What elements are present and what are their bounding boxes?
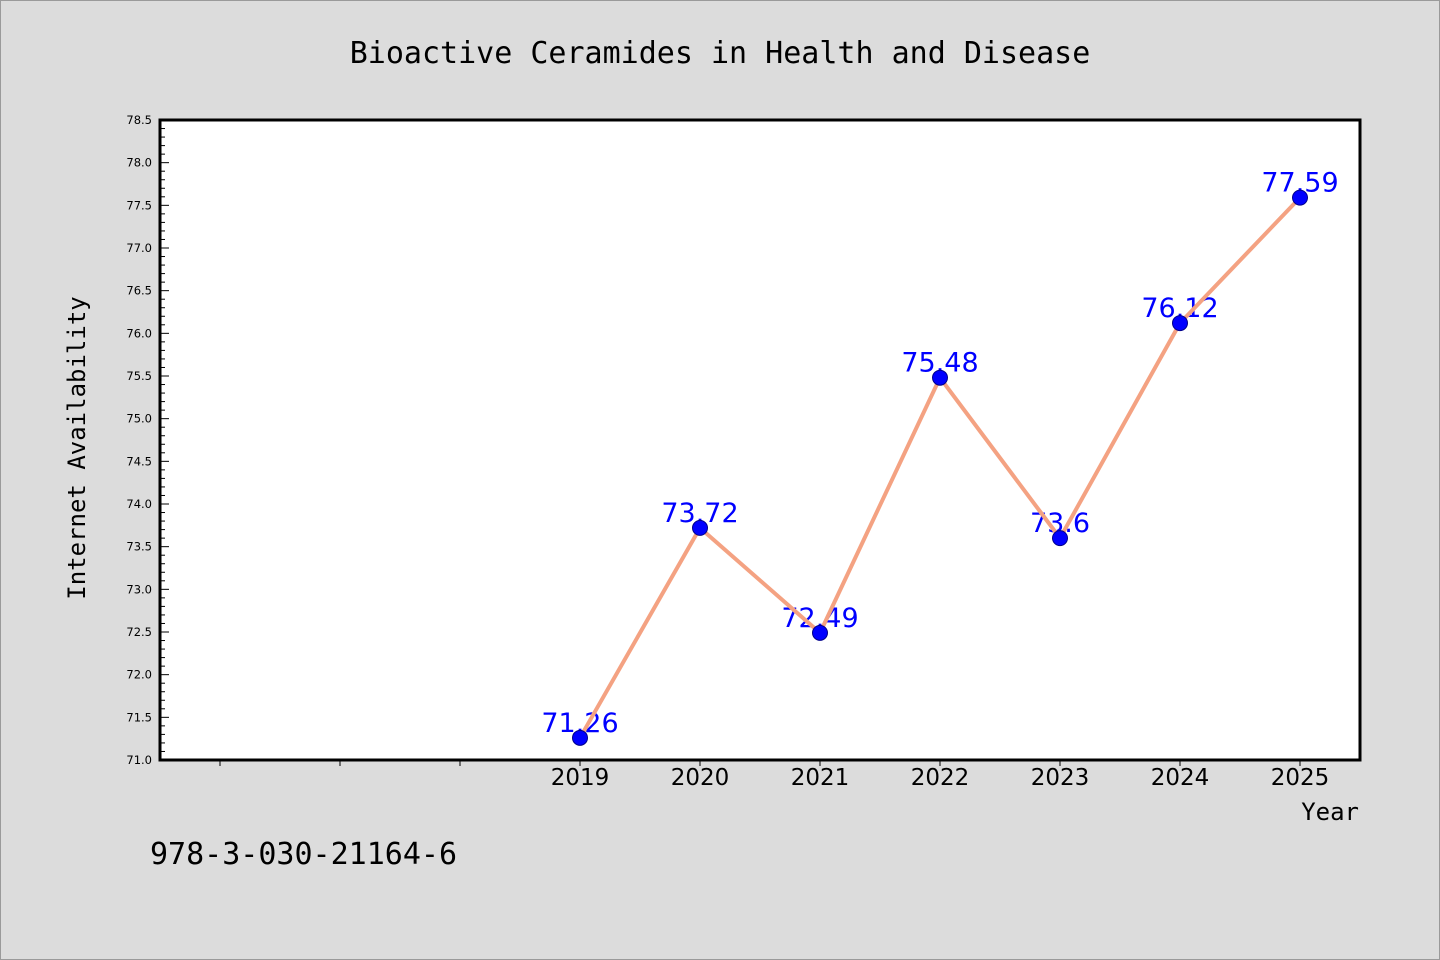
- x-tick-label: 2025: [1271, 765, 1330, 791]
- plot-area: [160, 120, 1360, 760]
- x-tick-label: 2019: [551, 765, 610, 791]
- data-point: [812, 624, 828, 641]
- y-axis-label: Internet Availability: [63, 296, 91, 599]
- y-tick-label: 77.5: [126, 198, 152, 212]
- y-tick-label: 75.5: [126, 369, 152, 383]
- footer-isbn: 978-3-030-21164-6: [150, 837, 457, 872]
- y-tick-label: 74.5: [126, 454, 152, 468]
- y-tick-label: 71.0: [126, 753, 152, 767]
- x-axis-ticks: [219, 761, 1301, 766]
- y-tick-label: 72.0: [126, 668, 152, 682]
- data-markers: [572, 189, 1308, 746]
- data-point: [692, 519, 708, 536]
- data-point: [1172, 315, 1188, 332]
- y-tick-label: 72.5: [126, 625, 152, 639]
- y-axis-tick-labels: 71.0 71.5 72.0 72.5 73.0 73.5 74.0 74.5 75.0 75.5…: [126, 113, 152, 767]
- data-point: [932, 369, 948, 386]
- x-tick-label: 2022: [911, 765, 970, 791]
- y-tick-label: 76.5: [126, 284, 152, 298]
- x-tick-label: 2020: [671, 765, 730, 791]
- data-point: [1292, 189, 1308, 206]
- y-tick-label: 73.5: [126, 540, 152, 554]
- y-tick-label: 78.5: [126, 113, 152, 127]
- data-point: [1052, 530, 1068, 547]
- x-tick-label: 2024: [1151, 765, 1210, 791]
- y-tick-label: 76.0: [126, 326, 152, 340]
- chart-title: Bioactive Ceramides in Health and Diseas…: [350, 36, 1091, 71]
- x-axis-tick-labels: 2019 2020 2021 2022 2023 2024 2025: [551, 765, 1330, 791]
- y-tick-label: 78.0: [126, 156, 152, 170]
- x-tick-label: 2023: [1031, 765, 1090, 791]
- x-axis-label: Year: [1301, 798, 1359, 826]
- x-tick-label: 2021: [791, 765, 850, 791]
- y-tick-label: 77.0: [126, 241, 152, 255]
- y-tick-label: 74.0: [126, 497, 152, 511]
- data-point: [572, 729, 588, 746]
- y-tick-label: 75.0: [126, 412, 152, 426]
- y-tick-label: 73.0: [126, 582, 152, 596]
- y-tick-label: 71.5: [126, 710, 152, 724]
- plot-frame: [158, 118, 1362, 762]
